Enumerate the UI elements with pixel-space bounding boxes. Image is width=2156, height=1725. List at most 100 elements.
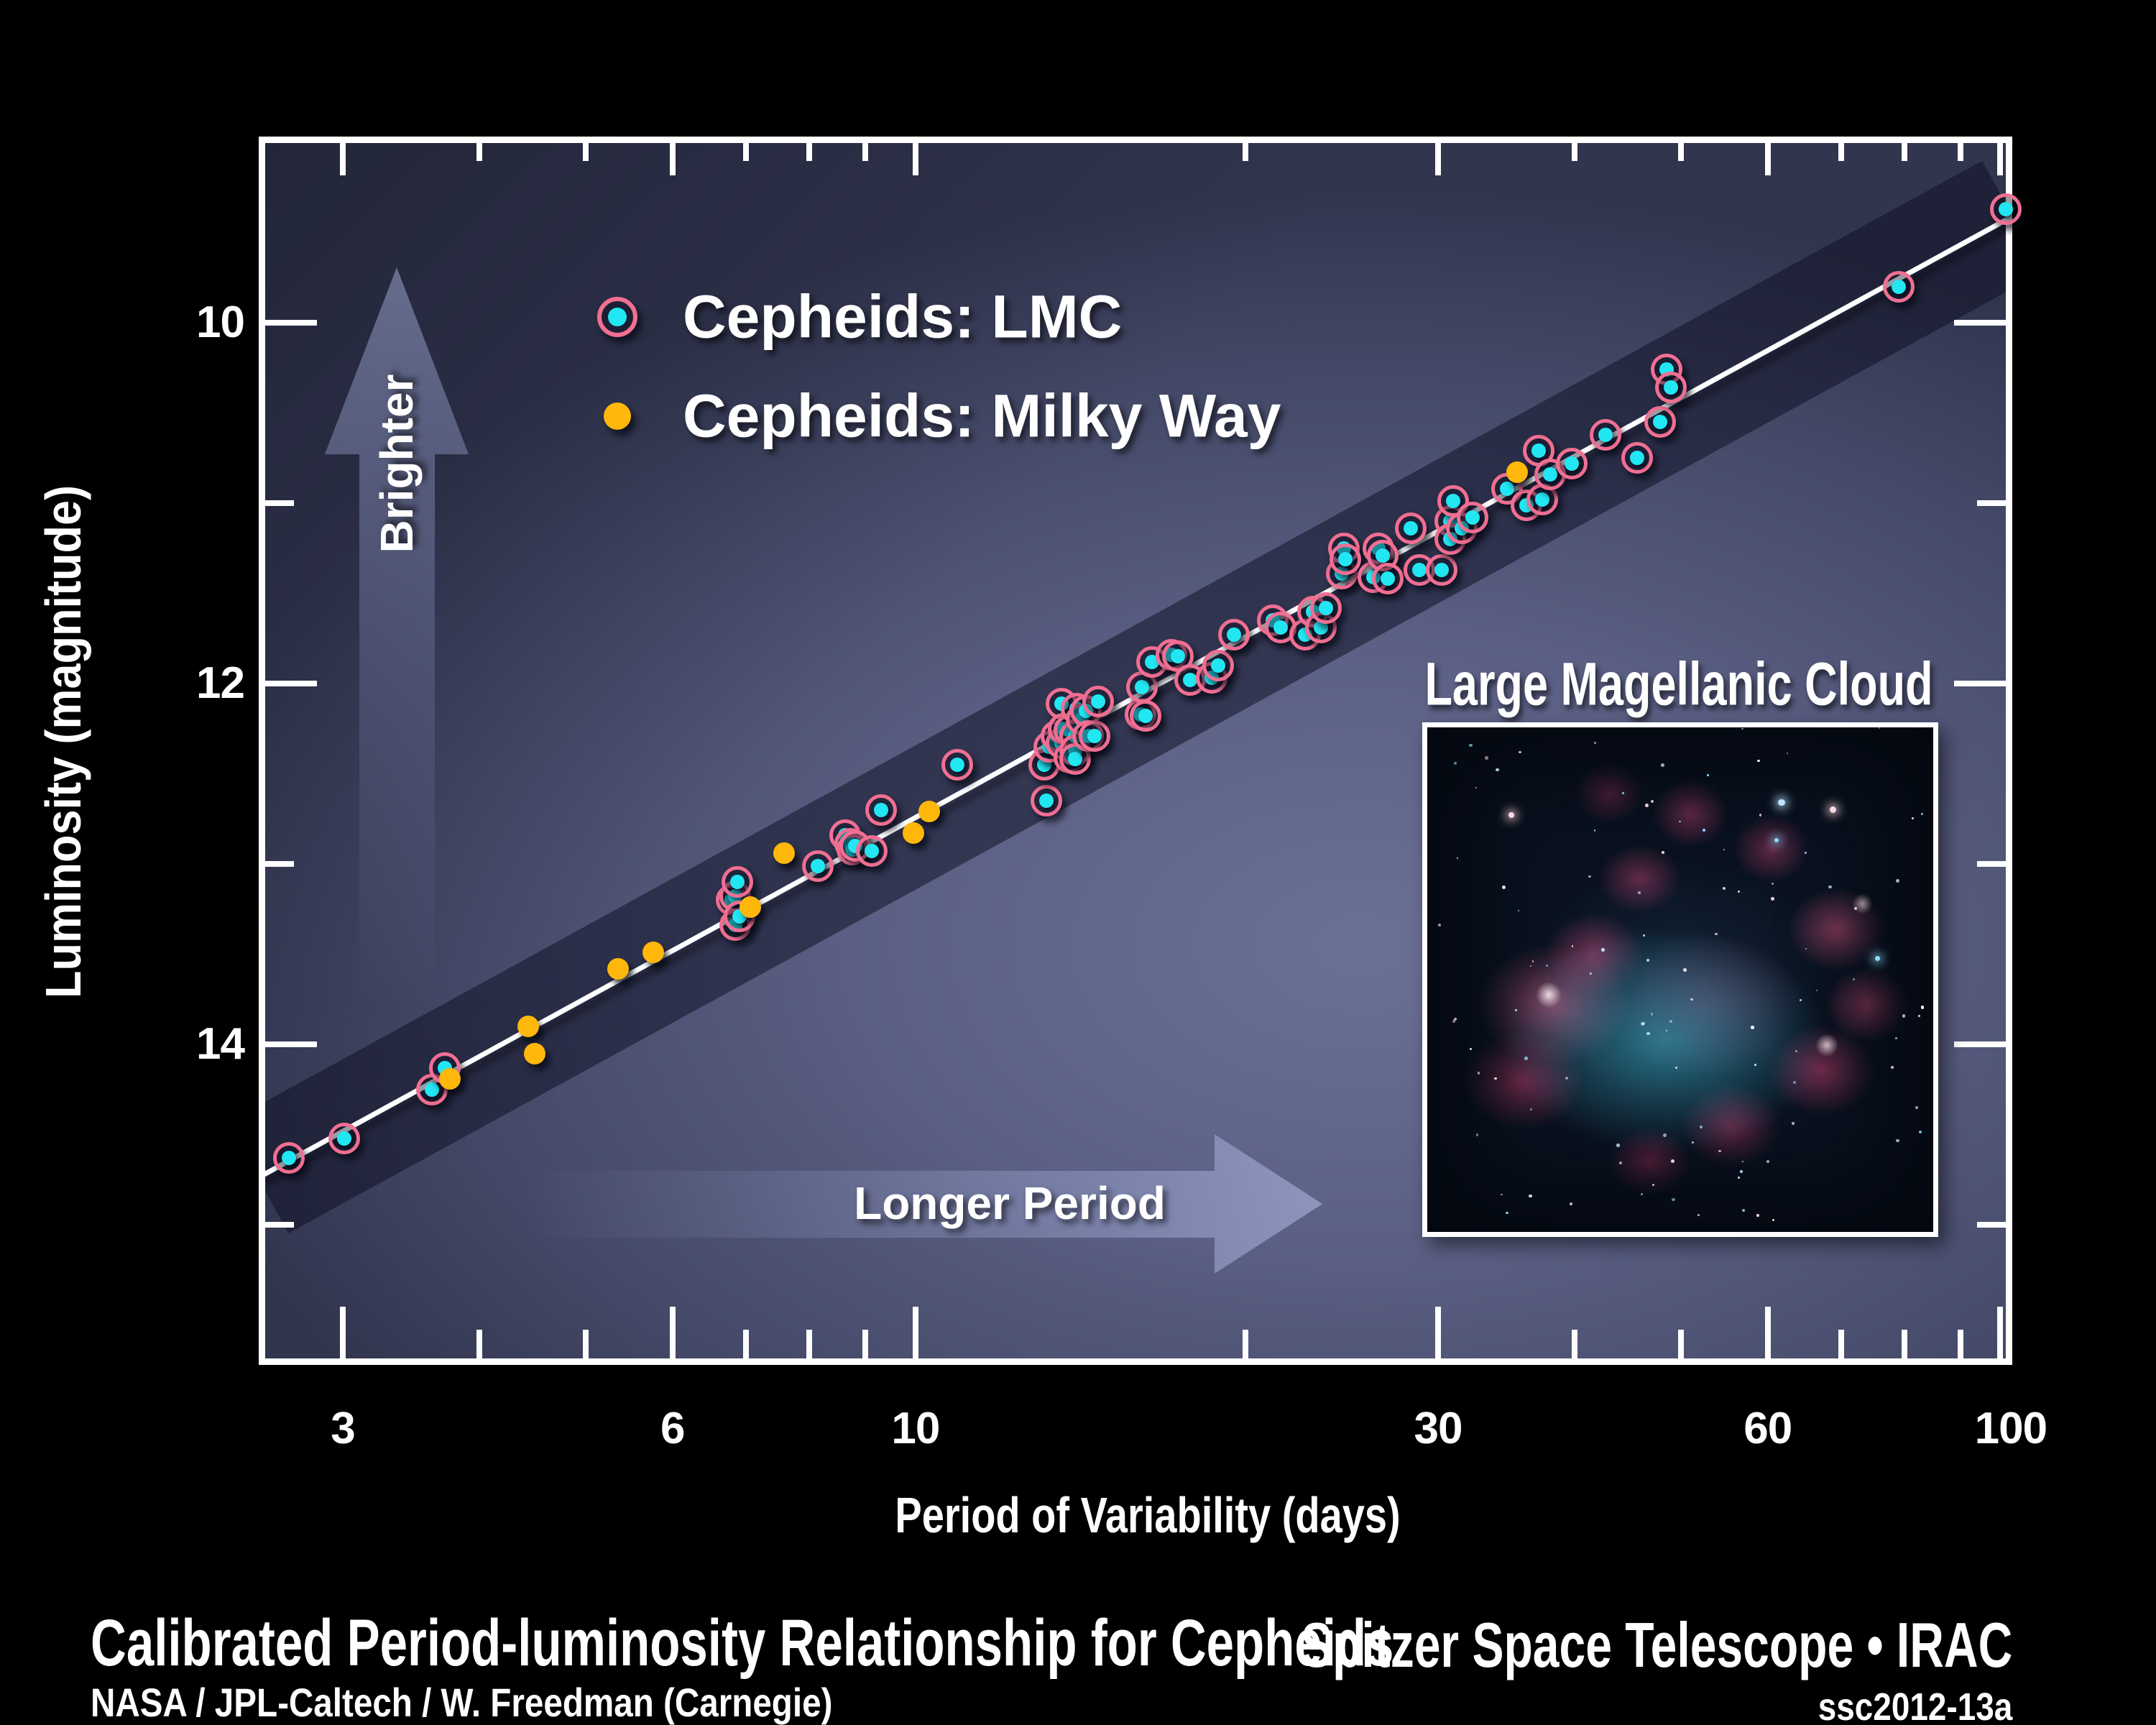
- lmc-point: [273, 1142, 305, 1174]
- lmc-point: [1079, 719, 1111, 752]
- star-dot: [1756, 1214, 1760, 1217]
- caption-mission-text: Spitzer Space Telescope • IRAC: [1300, 1609, 2012, 1680]
- star-dot: [1650, 799, 1654, 804]
- axis-tick: [265, 681, 317, 686]
- star-dot: [1742, 1209, 1746, 1213]
- star-dot: [1690, 998, 1693, 1001]
- milky-way-point: [439, 1067, 461, 1090]
- star-dot: [1514, 1009, 1517, 1012]
- star-dot: [1588, 875, 1592, 878]
- star-dot: [1475, 787, 1478, 789]
- star-dot: [1778, 799, 1785, 806]
- star-dot: [1616, 1144, 1620, 1147]
- star-dot: [1672, 1197, 1676, 1202]
- axis-tick: [1954, 681, 2006, 686]
- axis-tick: [669, 1307, 676, 1358]
- star-dot: [1618, 1161, 1622, 1164]
- star-dot: [1641, 1022, 1645, 1026]
- caption-release-id: ssc2012-13a: [1784, 1685, 2012, 1725]
- star-dot: [1469, 743, 1473, 748]
- y-axis-title-text: Luminosity (magnitude): [35, 485, 91, 998]
- star-dot: [1741, 728, 1743, 730]
- milky-way-point: [642, 941, 664, 963]
- axis-tick: [1764, 143, 1771, 175]
- lmc-point: [1590, 418, 1622, 451]
- star-dot: [1699, 1125, 1703, 1128]
- star-dot: [1638, 891, 1641, 894]
- caption-title: Calibrated Period-luminosity Relationshi…: [91, 1606, 1828, 1681]
- lmc-point: [1426, 553, 1458, 586]
- milky-way-legend-marker-icon: [604, 402, 631, 430]
- lmc-point: [1330, 543, 1362, 575]
- star-dot: [1670, 1159, 1674, 1164]
- lmc-galaxy-image: [1427, 727, 1933, 1232]
- axis-tick: [476, 143, 483, 161]
- lmc-point: [1456, 502, 1488, 534]
- star-dot: [1829, 806, 1836, 813]
- star-dot: [1453, 761, 1457, 765]
- star-dot: [1457, 857, 1459, 859]
- lmc-point: [1621, 442, 1654, 474]
- star-dot: [1891, 1066, 1894, 1069]
- lmc-point: [1644, 406, 1676, 438]
- star-dot: [1502, 886, 1506, 889]
- star-dot: [1477, 1072, 1480, 1075]
- star-dot: [1828, 885, 1832, 889]
- star-dot: [1878, 727, 1880, 730]
- axis-tick: [1678, 1330, 1685, 1358]
- lmc-point: [1883, 270, 1915, 303]
- lmc-point: [1989, 193, 2022, 225]
- star-dot: [1895, 1037, 1898, 1039]
- star-dot: [1622, 792, 1625, 795]
- star-dot: [1759, 814, 1762, 816]
- axis-tick: [1902, 143, 1908, 161]
- star-dot: [1915, 1106, 1918, 1109]
- milky-way-point: [740, 896, 762, 919]
- lmc-point: [1310, 592, 1342, 624]
- inset-image-frame: [1422, 722, 1938, 1237]
- star-dot: [1793, 1080, 1797, 1084]
- star-dot: [1786, 752, 1789, 755]
- axis-tick: [340, 143, 346, 175]
- star-dot: [1815, 989, 1818, 992]
- axis-tick: [742, 1330, 749, 1358]
- star-dot: [1703, 829, 1706, 832]
- axis-tick: [1954, 1041, 2006, 1047]
- star-dot: [1718, 1149, 1721, 1153]
- axis-tick: [1958, 1330, 1964, 1358]
- star-dot: [1565, 1077, 1569, 1080]
- star-dot: [1569, 1202, 1572, 1206]
- star-dot: [1772, 1218, 1774, 1222]
- star-dot: [1791, 1122, 1795, 1126]
- x-tick-label: 30: [1414, 1404, 1463, 1453]
- star-dot: [1601, 948, 1605, 952]
- x-axis-title: Period of Variability (days): [895, 1486, 1400, 1544]
- star-dot: [1874, 955, 1880, 962]
- star-dot: [1662, 1133, 1667, 1138]
- axis-tick: [1838, 1330, 1844, 1358]
- star-dot: [1853, 978, 1856, 981]
- star-dot: [1896, 1139, 1899, 1143]
- inset-title-text: Large Magellanic Cloud: [1424, 650, 1933, 718]
- milky-way-point: [1506, 461, 1528, 484]
- axis-tick: [476, 1330, 483, 1358]
- star-dot: [1546, 965, 1548, 967]
- lmc-point: [1395, 512, 1427, 545]
- star-dot: [1454, 1017, 1457, 1021]
- axis-tick: [1977, 861, 2006, 867]
- caption-release-id-text: ssc2012-13a: [1818, 1685, 2012, 1725]
- star-dot: [1723, 848, 1725, 850]
- brighter-label: Brighter: [370, 374, 423, 553]
- star-dot: [1506, 1211, 1508, 1214]
- star-dot: [1799, 999, 1802, 1002]
- star-dot: [1707, 774, 1709, 776]
- star-dot: [1739, 1170, 1743, 1174]
- star-dot: [1469, 1047, 1473, 1050]
- star-dot: [1766, 1160, 1770, 1164]
- axis-tick: [265, 500, 294, 506]
- x-tick-label: 60: [1743, 1404, 1792, 1453]
- star-dot: [1742, 1160, 1744, 1162]
- axis-tick: [862, 1330, 869, 1358]
- star-dot: [1476, 1133, 1479, 1136]
- star-dot: [1645, 804, 1649, 807]
